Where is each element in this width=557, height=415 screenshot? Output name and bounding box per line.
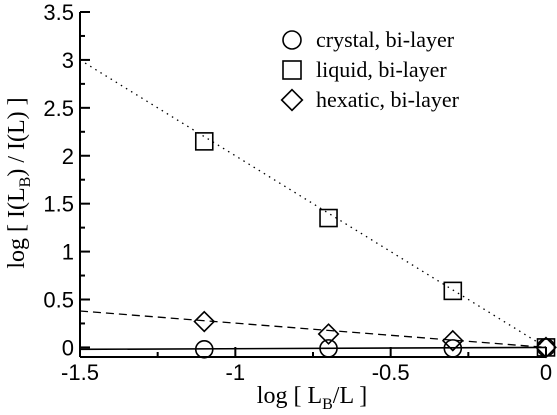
point-diamond (441, 329, 464, 352)
point-square (194, 132, 214, 151)
legend-diamond-icon (280, 88, 304, 112)
y-tick-label: 2.5 (43, 96, 74, 121)
fit-line-diamond (79, 310, 547, 349)
y-tick-label: 1 (62, 240, 74, 265)
y-tick-label: 0.5 (43, 288, 74, 313)
x-tick-label: -1 (226, 360, 246, 385)
x-tick-label: -1.5 (61, 360, 99, 385)
legend-label: hexatic, bi-layer (316, 87, 460, 112)
legend-square-icon (282, 60, 302, 80)
legend-circle-icon (282, 30, 302, 50)
y-tick-label: 1.5 (43, 192, 74, 217)
legend-label: crystal, bi-layer (316, 27, 455, 52)
point-square (443, 281, 463, 301)
legend: crystal, bi-layer liquid, bi-layer hexatic… (280, 27, 460, 112)
y-tick-label: 0 (62, 335, 74, 360)
x-tick-label: 0 (540, 360, 552, 385)
point-square (319, 208, 338, 228)
y-tick-label: 3 (62, 48, 74, 73)
x-axis-title-sub: B (322, 396, 333, 413)
point-diamond (317, 323, 340, 345)
fit-lines (79, 59, 547, 351)
x-axis-title-prefix: log [ L (257, 383, 322, 409)
y-axis-title-sub: B (17, 177, 34, 188)
y-axis-title-suffix: ) / I(L) ] (4, 97, 30, 176)
y-tick-label: 3.5 (43, 0, 74, 25)
ticks: -1.5 -1 -0.5 0 0 0.5 1 1.5 2 2.5 3 3.5 (43, 0, 552, 385)
legend-label: liquid, bi-layer (316, 57, 447, 82)
point-diamond (193, 310, 216, 333)
axes (79, 12, 546, 358)
fit-line-circle (79, 346, 547, 351)
y-tick-label: 2 (62, 144, 74, 169)
y-axis-title: log [ I(LB) / I(L) ] (4, 97, 34, 268)
y-axis-title-prefix: log [ I(L (4, 187, 30, 268)
x-axis-title-suffix: /L ] (333, 383, 367, 409)
x-tick-label: -0.5 (372, 360, 410, 385)
fit-line-square (79, 59, 547, 348)
x-axis-title: log [ LB/L ] (257, 383, 367, 413)
